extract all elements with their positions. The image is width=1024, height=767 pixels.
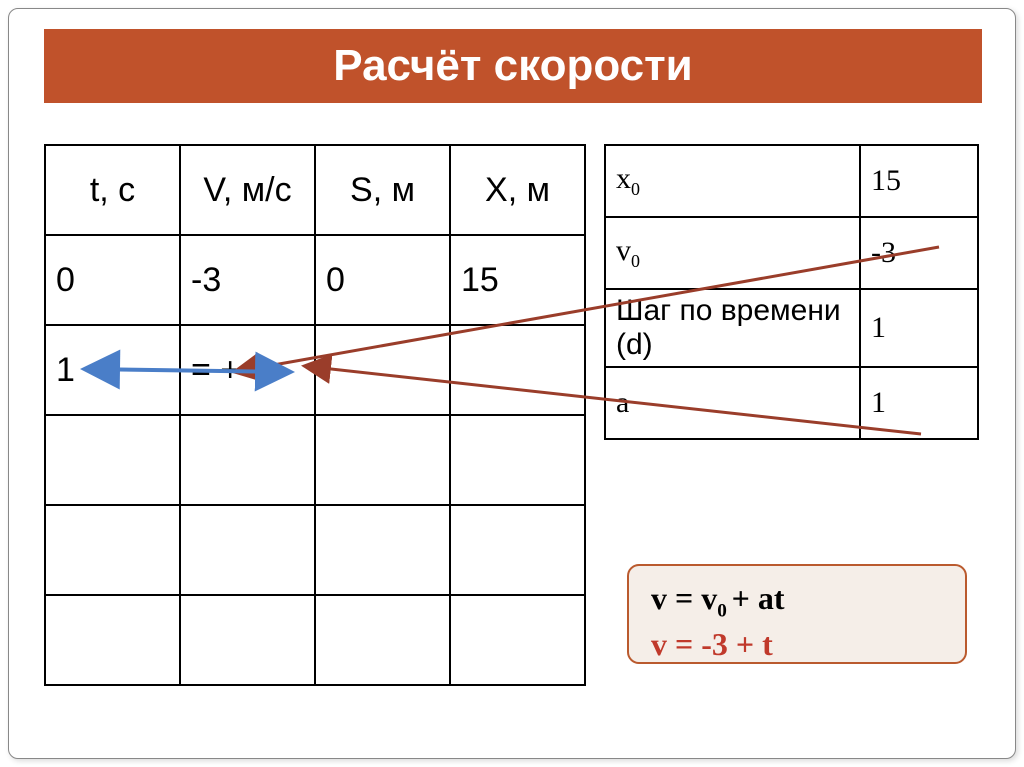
- parameters-table: x0 15 v0 -3 Шаг по времени (d) 1 a 1: [604, 144, 979, 440]
- cell: 1: [45, 325, 180, 415]
- param-label: Шаг по времени (d): [605, 289, 860, 367]
- cell: 0: [315, 235, 450, 325]
- col-header: t, с: [45, 145, 180, 235]
- param-value: 1: [860, 289, 978, 367]
- cell: [315, 595, 450, 685]
- cell: = +: [180, 325, 315, 415]
- cell: [180, 505, 315, 595]
- param-label: a: [605, 367, 860, 439]
- col-header: V, м/с: [180, 145, 315, 235]
- table-row: 1 = +: [45, 325, 585, 415]
- cell: [45, 415, 180, 505]
- table-header-row: t, с V, м/с S, м X, м: [45, 145, 585, 235]
- table-row: 0 -3 0 15: [45, 235, 585, 325]
- param-value: 15: [860, 145, 978, 217]
- cell: [180, 595, 315, 685]
- param-label: v0: [605, 217, 860, 289]
- col-header: S, м: [315, 145, 450, 235]
- cell: 0: [45, 235, 180, 325]
- table-row: [45, 415, 585, 505]
- cell: [180, 415, 315, 505]
- param-label: x0: [605, 145, 860, 217]
- formula-general: v = v0 + at: [651, 578, 943, 624]
- cell: [315, 325, 450, 415]
- main-data-table: t, с V, м/с S, м X, м 0 -3 0 15 1 = +: [44, 144, 586, 686]
- cell: [450, 415, 585, 505]
- param-row: x0 15: [605, 145, 978, 217]
- table-row: [45, 505, 585, 595]
- cell: -3: [180, 235, 315, 325]
- cell: [450, 505, 585, 595]
- cell: [450, 325, 585, 415]
- param-row: a 1: [605, 367, 978, 439]
- cell: [45, 505, 180, 595]
- col-header: X, м: [450, 145, 585, 235]
- cell: [45, 595, 180, 685]
- formula-substituted: v = -3 + t: [651, 624, 943, 666]
- slide-frame: Расчёт скорости t, с V, м/с S, м X, м 0 …: [8, 8, 1016, 759]
- param-value: 1: [860, 367, 978, 439]
- title-bar: Расчёт скорости: [44, 29, 982, 103]
- cell: 15: [450, 235, 585, 325]
- param-value: -3: [860, 217, 978, 289]
- table-row: [45, 595, 585, 685]
- cell: [450, 595, 585, 685]
- param-row: Шаг по времени (d) 1: [605, 289, 978, 367]
- cell: [315, 505, 450, 595]
- param-row: v0 -3: [605, 217, 978, 289]
- formula-box: v = v0 + at v = -3 + t: [627, 564, 967, 664]
- page-title: Расчёт скорости: [333, 41, 692, 91]
- cell: [315, 415, 450, 505]
